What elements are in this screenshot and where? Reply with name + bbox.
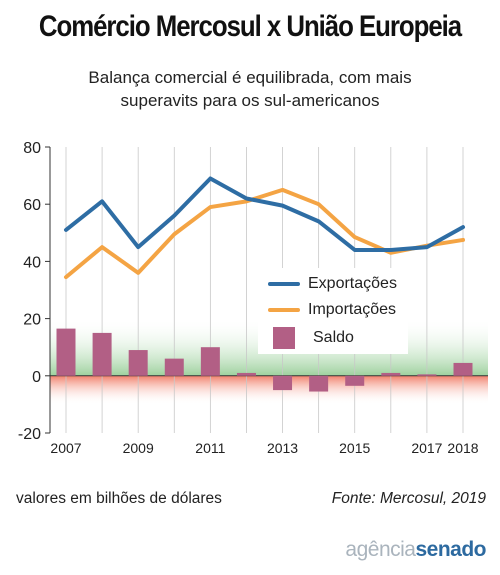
legend-item-exportacoes: Exportações [268,272,397,296]
legend-item-importacoes: Importações [268,298,396,322]
y-tick-label: 20 [23,312,41,329]
bar-saldo-2016 [381,372,401,376]
bar-saldo-2015 [345,375,365,386]
bar-saldo-2017 [417,374,437,376]
bar-saldo-2014 [309,375,329,392]
brand-part-2: senado [415,538,486,561]
chart-subtitle: Balança comercial é equilibrada, com mai… [20,66,480,112]
x-tick-label: 2009 [123,440,154,456]
legend-item-saldo: Saldo [268,326,354,350]
y-tick-label: 40 [23,254,41,271]
chart-legend: Exportações Importações Saldo [258,268,408,354]
y-tick-label: 80 [23,140,41,157]
y-tick-label: 0 [32,369,41,386]
series-line-importacoes [64,187,465,280]
legend-label-exportacoes: Exportações [308,275,397,292]
bar-saldo-2010 [164,358,184,376]
x-tick-label: 2017 [411,440,442,456]
bar-saldo-2013 [273,375,293,391]
y-tick-label: -20 [18,426,41,443]
legend-swatch-exportacoes [268,282,300,286]
x-tick-label: 2013 [267,440,298,456]
bar-saldo-2009 [128,350,148,376]
series-line-exportacoes [64,176,465,252]
bar-saldo-2011 [200,347,220,376]
bar-saldo-2012 [236,372,256,376]
trade-chart: -20 0 20 40 60 80 2007 2009 2011 2013 2015 2017 201… [18,140,488,456]
source-note: Fonte: Mercosul, 2019 [331,490,486,507]
x-tick-label: 2015 [339,440,370,456]
subtitle-line-1: Balança comercial é equilibrada, com mai… [88,68,412,87]
x-tick-label: 2011 [195,440,225,456]
y-tick-label: 60 [23,197,41,214]
bar-saldo-2018 [453,362,473,376]
legend-swatch-importacoes [268,308,300,312]
brand-logo: agênciasenado [345,538,486,562]
bar-saldo-2008 [92,332,112,376]
legend-label-importacoes: Importações [308,301,397,318]
legend-swatch-saldo [273,327,295,349]
subtitle-line-2: superavits para os sul-americanos [120,91,380,110]
legend-label-saldo: Saldo [313,329,354,346]
bar-saldo-2007 [56,328,76,376]
x-tick-label: 2018 [447,440,478,456]
negative-band [50,375,488,405]
page-title: Comércio Mercosul x União Europeia [38,10,462,43]
units-note: valores em bilhões de dólares [16,490,222,507]
brand-part-1: agência [345,538,416,561]
x-tick-label: 2007 [50,440,81,456]
